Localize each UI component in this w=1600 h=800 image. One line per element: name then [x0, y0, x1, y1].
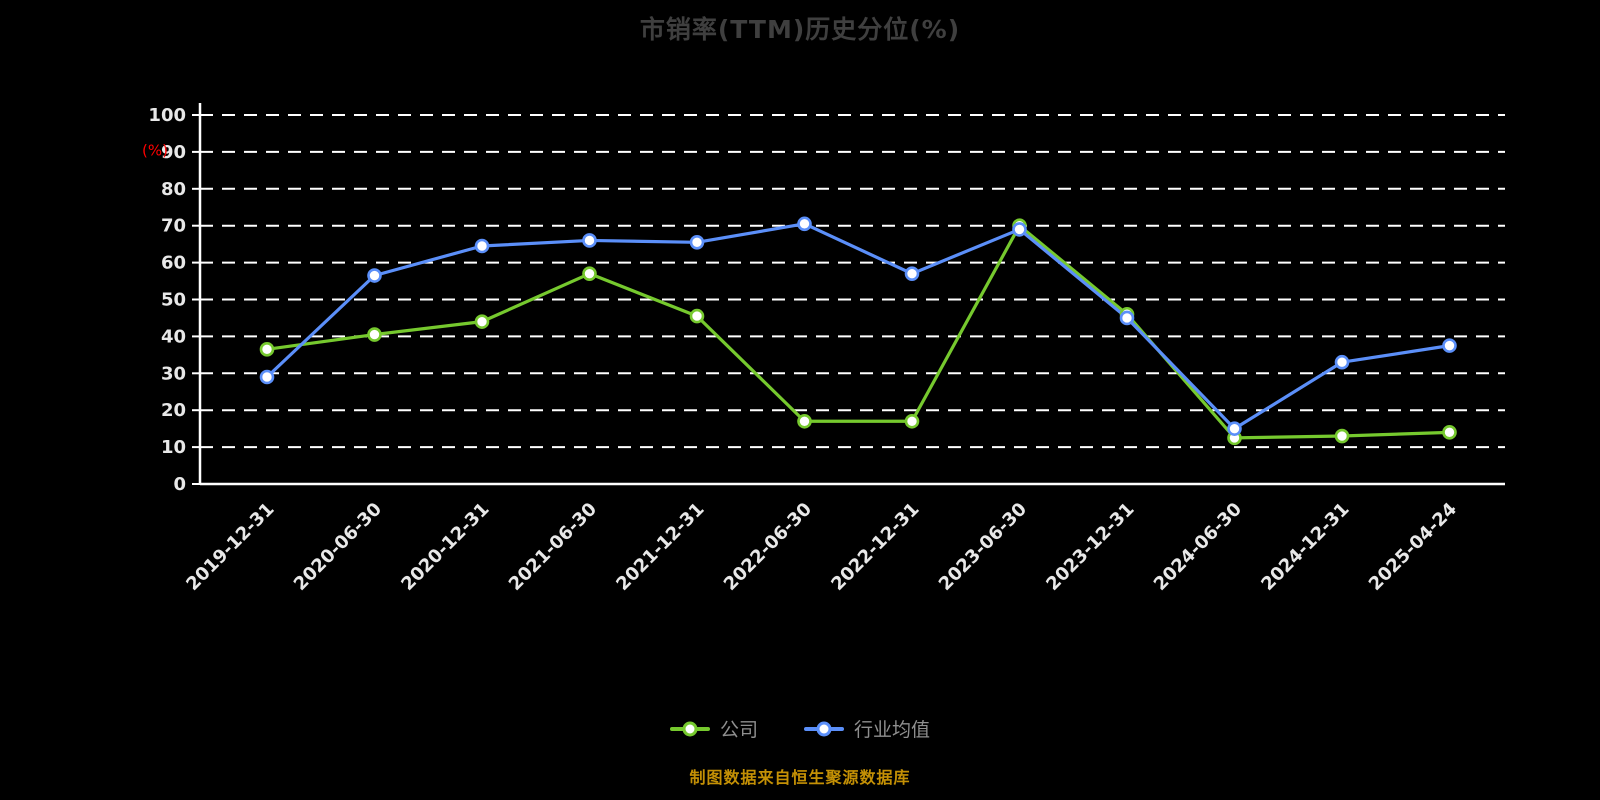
y-tick-label: 80 — [161, 179, 186, 200]
data-point-行业均值 — [582, 233, 597, 248]
data-point-公司 — [259, 342, 275, 357]
x-tick-label: 2023-12-31 — [1042, 499, 1138, 595]
series-line-公司 — [265, 224, 1452, 440]
data-point-公司 — [904, 413, 920, 429]
data-point-公司 — [582, 266, 597, 281]
data-point-行业均值 — [904, 266, 920, 281]
y-tick-label: 90 — [161, 142, 186, 163]
x-tick-label: 2025-04-24 — [1365, 499, 1461, 595]
legend-marker-icon — [669, 721, 710, 736]
x-tick-label: 2021-12-31 — [612, 499, 708, 595]
data-point-行业均值 — [367, 268, 382, 283]
data-point-公司 — [797, 413, 812, 429]
data-point-行业均值 — [1334, 354, 1350, 370]
y-tick-label: 70 — [161, 216, 186, 237]
legend-label: 公司 — [719, 719, 758, 741]
data-point-行业均值 — [689, 235, 705, 250]
x-tick-label: 2020-12-31 — [397, 499, 493, 595]
data-point-行业均值 — [1227, 421, 1242, 436]
chart-title: 市销率(TTM)历史分位(%) — [639, 15, 961, 44]
x-tick-label: 2024-06-30 — [1150, 499, 1246, 595]
legend-item-0[interactable]: 公司 — [669, 715, 758, 742]
y-tick-label: 100 — [148, 105, 186, 126]
data-point-公司 — [1442, 425, 1457, 440]
x-tick-label: 2020-06-30 — [290, 499, 386, 595]
y-tick-label: 40 — [161, 326, 186, 347]
data-point-行业均值 — [1119, 310, 1135, 326]
legend-dot-icon — [816, 721, 832, 736]
y-tick-label: 50 — [161, 290, 186, 311]
legend-dot-icon — [682, 721, 698, 736]
x-tick-label: 2019-12-31 — [182, 499, 278, 595]
y-tick-label: 10 — [161, 437, 186, 458]
data-point-公司 — [1334, 428, 1350, 444]
y-axis-unit-label: (%) — [142, 142, 168, 160]
x-tick-label: 2024-12-31 — [1257, 499, 1353, 595]
data-point-行业均值 — [1012, 222, 1027, 237]
y-tick-label: 0 — [173, 474, 186, 495]
legend-item-1[interactable]: 行业均值 — [804, 715, 930, 742]
legend-marker-icon — [804, 721, 844, 736]
x-tick-label: 2022-12-31 — [827, 499, 923, 595]
y-tick-label: 20 — [161, 400, 186, 421]
series-line-行业均值 — [265, 222, 1452, 431]
y-tick-label: 60 — [161, 253, 186, 274]
data-point-行业均值 — [474, 238, 490, 254]
legend-label: 行业均值 — [854, 719, 931, 741]
chart-legend: 公司 行业均值 — [0, 715, 1600, 742]
x-tick-label: 2023-06-30 — [935, 499, 1031, 595]
chart-footer: 制图数据来自恒生聚源数据库 — [689, 768, 911, 787]
data-point-行业均值 — [259, 369, 275, 385]
x-tick-label: 2021-06-30 — [505, 499, 601, 595]
data-point-公司 — [367, 327, 382, 342]
data-point-行业均值 — [1442, 338, 1457, 353]
y-tick-label: 30 — [161, 363, 186, 384]
x-tick-label: 2022-06-30 — [720, 499, 816, 595]
data-point-行业均值 — [797, 216, 812, 232]
data-point-公司 — [474, 314, 490, 329]
data-point-公司 — [689, 308, 705, 324]
